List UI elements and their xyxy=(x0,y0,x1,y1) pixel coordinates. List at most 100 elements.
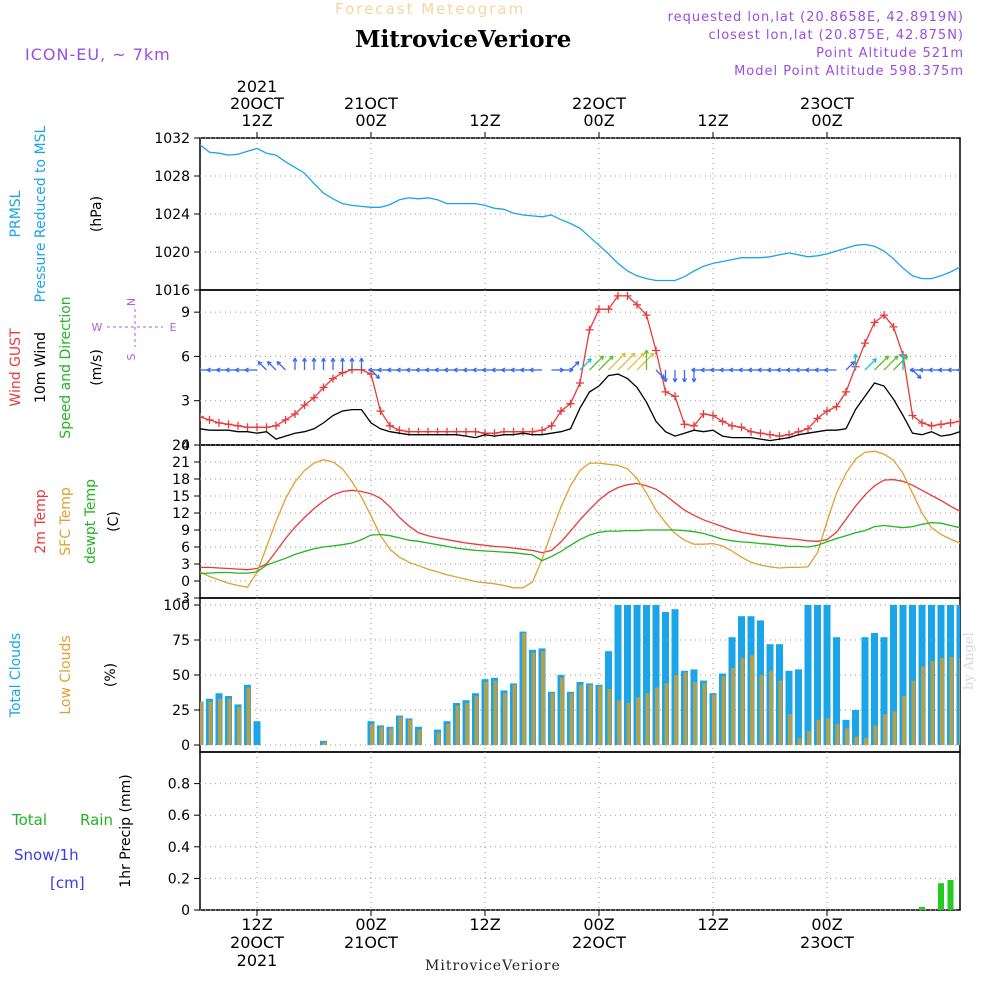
low-cloud-bar xyxy=(474,696,479,745)
gust-marker xyxy=(652,346,660,355)
y-tick-label: 0.8 xyxy=(168,777,190,793)
compass-east: E xyxy=(170,321,177,334)
wind-arrow-head xyxy=(587,358,592,363)
wind-arrow-head xyxy=(977,368,981,372)
total-cloud-bar xyxy=(871,633,878,745)
gust-marker xyxy=(680,420,689,429)
y-tick-label: 9 xyxy=(181,523,190,539)
wind-arrow-head xyxy=(947,367,952,373)
model-point-altitude: Model Point Altitude 598.375m xyxy=(734,64,964,79)
y-tick-label: -3 xyxy=(176,591,190,607)
gust-marker xyxy=(566,399,575,408)
wind-arrow-head xyxy=(621,352,626,358)
y-tick-label: 21 xyxy=(172,455,190,471)
y-tick-label: 75 xyxy=(172,633,190,649)
gust-marker xyxy=(889,322,898,331)
gust-marker xyxy=(699,410,708,418)
y-tick-label: 12 xyxy=(172,506,190,522)
panel-clouds: 0 25 50 75 100 Total Clouds Low Clouds (%) xyxy=(8,597,961,754)
low-cloud-bar xyxy=(921,666,925,745)
wind-arrow-head xyxy=(850,360,856,366)
total-cloud-bar xyxy=(624,605,631,745)
total-cloud-bar xyxy=(614,605,622,745)
y-axis-label: Total Clouds xyxy=(8,633,24,718)
compass-west: W xyxy=(92,321,103,334)
gust-marker xyxy=(737,423,746,432)
wind-arrow xyxy=(257,361,267,371)
y-tick-label: 6 xyxy=(181,349,190,365)
gust-marker xyxy=(756,429,765,438)
wind-arrow-head xyxy=(757,367,762,373)
low-cloud-bar xyxy=(683,672,688,745)
wind-arrow xyxy=(570,361,580,371)
gust-marker xyxy=(595,305,603,314)
wind-arrow-head xyxy=(786,367,791,373)
low-cloud-bar xyxy=(892,711,897,745)
wind-arrow-head xyxy=(387,367,392,373)
wind-arrow xyxy=(636,352,655,371)
low-cloud-bar xyxy=(902,696,906,745)
wind-arrow-head xyxy=(375,374,381,380)
gust-marker xyxy=(766,430,774,439)
bottom-time-label: 12Z xyxy=(697,915,728,934)
wind-arrow xyxy=(579,358,592,371)
requested-coords: requested lon,lat (20.8658E, 42.8919N) xyxy=(667,10,964,25)
wind-arrow-head xyxy=(853,353,858,358)
panel-frame xyxy=(199,751,961,911)
low-cloud-bar xyxy=(389,728,393,745)
wind-arrow-head xyxy=(814,367,819,373)
wind-arrow-head xyxy=(916,374,922,380)
precip-bar xyxy=(947,879,954,910)
wind-arrow-head xyxy=(776,367,781,373)
gust-marker xyxy=(272,421,280,430)
low-cloud-bar xyxy=(626,703,631,745)
y-tick-label: 3 xyxy=(181,394,190,410)
top-time-label: 00Z xyxy=(355,111,386,130)
gust-marker xyxy=(804,424,812,433)
precip-bar xyxy=(919,906,925,910)
wind-arrow xyxy=(598,355,614,371)
y-tick-label: 15 xyxy=(172,489,190,505)
series-line xyxy=(200,478,960,571)
wind-arrow-head xyxy=(501,367,506,373)
low-cloud-bar xyxy=(550,693,555,745)
wind-arrow-head xyxy=(292,357,298,362)
wind-arrow-head xyxy=(340,357,345,362)
series-line xyxy=(200,144,960,282)
gust-marker xyxy=(633,300,641,309)
gust-marker xyxy=(861,339,869,348)
gust-marker xyxy=(386,421,394,430)
low-cloud-bar xyxy=(655,687,659,745)
wind-arrow xyxy=(608,352,626,371)
top-time-label: 12Z xyxy=(697,111,728,130)
bottom-time-label: 12Z xyxy=(241,915,272,934)
wind-arrow-head xyxy=(244,367,249,373)
low-cloud-bar xyxy=(322,742,327,745)
wind-arrow-head xyxy=(415,367,420,373)
gust-marker xyxy=(946,418,955,427)
wind-arrow-head xyxy=(463,367,468,373)
low-cloud-bar xyxy=(740,658,745,745)
wind-arrow-head xyxy=(453,367,458,373)
series-line xyxy=(200,373,960,442)
gust-marker xyxy=(519,427,527,436)
wind-arrow-head xyxy=(872,358,877,363)
low-cloud-bar xyxy=(636,697,640,745)
wind-arrow-head xyxy=(672,378,678,383)
y-tick-label: 50 xyxy=(172,668,190,684)
gust-marker xyxy=(471,427,480,436)
gust-marker xyxy=(985,420,993,428)
gust-marker xyxy=(966,420,974,428)
wind-arrow-head xyxy=(644,349,649,354)
low-cloud-bar xyxy=(845,728,849,745)
wind-arrow xyxy=(370,369,380,379)
gust-marker xyxy=(908,411,917,420)
wind-arrow-head xyxy=(967,368,971,372)
y-tick-label: 0 xyxy=(181,903,190,919)
wind-arrow-head xyxy=(216,367,221,373)
bottom-time-label: 20OCT xyxy=(230,933,284,952)
total-cloud-bar xyxy=(253,721,261,745)
gust-marker xyxy=(880,311,888,320)
wind-arrow xyxy=(912,369,922,379)
